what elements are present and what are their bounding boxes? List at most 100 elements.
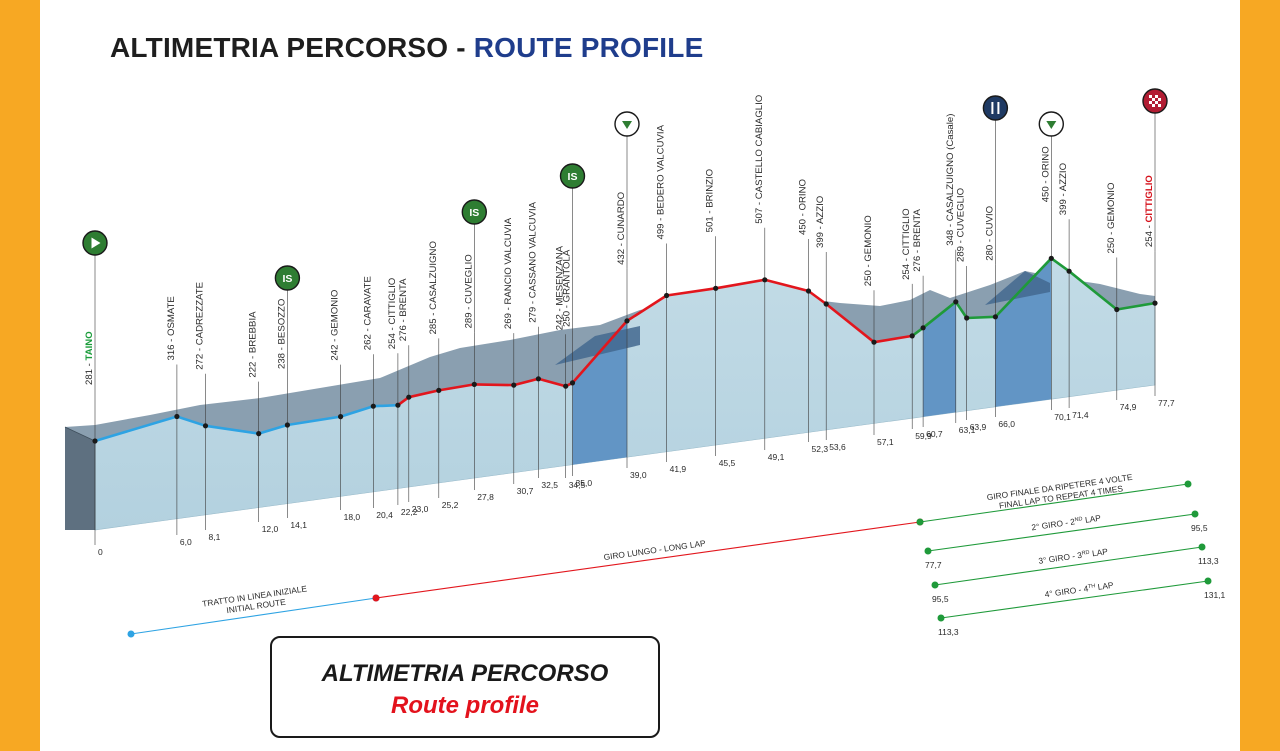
town-label: 432 - CUNARDO [616,192,627,265]
town-name: CARAVATE [362,276,373,326]
climb-highlight-casalzuigno [923,301,956,417]
town-altitude: 250 - [562,302,573,327]
km-label: 52,3 [812,444,829,454]
town-name: BREBBIA [248,311,259,353]
town-name: GEMONIO [330,290,341,336]
town-name: GEMONIO [1106,183,1117,229]
town-altitude: 250 - [863,262,874,287]
town-name: CITTIGLIO [901,208,912,255]
km-label: 23,0 [412,504,429,514]
town-label: 250 - GRANTOLA [562,249,573,327]
town-name: AZZIO [1058,163,1069,191]
town-point [909,333,915,339]
town-point [992,314,999,320]
town-altitude: 250 - [1106,229,1117,254]
lap-label-lap4: 4° GIRO - 4TH LAP [1044,580,1114,600]
start-icon [82,230,108,256]
lap-start-km: 113,3 [938,627,959,637]
lap-line-final-start-dot [916,518,924,526]
km-label: 71,4 [1072,410,1089,420]
town-altitude: 501 - [705,208,716,233]
lap-start-km: 77,7 [925,560,942,570]
town-name: MESENZANA [555,245,566,305]
route-line-initial [94,403,398,443]
climb-highlight-orino [995,258,1052,407]
town-point [823,301,829,307]
town-name: BRENTA [398,278,409,317]
town-altitude: 399 - [1058,191,1069,215]
lap-end-km: 131,1 [1204,590,1226,600]
km-label: 27,8 [477,492,494,502]
km-label: 77,7 [1158,398,1175,408]
town-altitude: 262 - [362,326,373,351]
town-name: AZZIO [815,196,826,224]
lap-line-initial [130,597,377,635]
km-label: 41,9 [670,464,687,474]
lap-line-final-end-dot [1184,480,1192,488]
town-name: CITTIGLIO [1144,175,1155,223]
lap-label-lap2: 2° GIRO - 2ND LAP [1031,513,1102,533]
route-line-long-lap [397,278,913,407]
km-label: 6,0 [180,537,192,547]
town-label: 281 - TAINO [84,331,95,385]
lap-line-long-start-dot [372,594,380,602]
km-label: 30,7 [517,486,534,496]
town-point [713,285,719,291]
icon-badge [559,163,586,189]
km-label: 12,0 [262,524,279,534]
climb-highlight-cunardo [572,320,627,465]
sprint-label: IS [469,207,479,219]
town-altitude: 272 - [195,345,206,370]
town-point [920,325,926,331]
town-altitude: 254 - [387,325,398,350]
town-name: CASTELLO CABIAGLIO [754,95,765,200]
checker-cell [1152,98,1155,101]
town-name: CUVEGLIO [956,188,967,238]
town-point [569,380,576,386]
town-name: GEMONIO [863,215,874,261]
lap-label-ordinal: ND [1074,516,1083,523]
lap-label-ordinal: RD [1081,550,1090,557]
lap-label-long-line: GIRO LUNGO - LONG LAP [603,538,707,562]
town-name: RANCIO VALCUVIA [503,217,514,304]
town-name: CASALZUIGNO [428,241,439,310]
triangle-down-glyph [622,121,633,129]
town-name: CADREZZATE [195,282,206,345]
town-point [471,381,477,387]
lap-line-lap2-end-dot [1191,510,1199,518]
town-label: 222 - BREBBIA [248,311,259,378]
town-altitude: 348 - [945,221,956,246]
sprint-label: IS [282,273,292,285]
town-name: BRENTA [912,208,923,247]
town-altitude: 499 - [656,215,667,240]
lap-label-main: 4° GIRO - 4 [1044,583,1089,599]
lap-line-lap2 [927,513,1196,552]
route-profile-page: ALTIMETRIA PERCORSO - ROUTE PROFILE 0 281… [40,0,1240,751]
town-point [871,339,877,345]
town-point [202,423,209,429]
km-label: 22,2 [401,507,418,517]
town-name: GRANTOLA [562,249,573,302]
legend-title-italian: ALTIMETRIA PERCORSO [321,660,609,687]
km-label: 0 [98,547,103,557]
km-label: 63,9 [970,422,987,432]
icon-badge [461,199,487,225]
town-altitude: 276 - [912,247,923,272]
lap-label-main: 2° GIRO - 2 [1031,516,1076,532]
town-label: 450 - ORINO [1040,146,1051,202]
triangle-down-glyph [1046,121,1057,129]
knife-glyph [997,102,1000,114]
lap-line-final [919,483,1189,523]
town-point [535,376,541,382]
town-point [436,387,442,393]
town-altitude: 316 - [166,336,177,361]
km-label: 49,1 [768,452,785,462]
page-title: ALTIMETRIA PERCORSO - ROUTE PROFILE [110,32,703,64]
checker-cell [1152,104,1155,107]
town-name: CUVEGLIO [463,254,474,304]
town-point [284,422,290,428]
play-glyph [91,237,101,249]
town-label: 289 - CUVEGLIO [463,254,474,328]
town-point [406,394,412,400]
town-label: 238 - BESOZZO [276,299,287,369]
